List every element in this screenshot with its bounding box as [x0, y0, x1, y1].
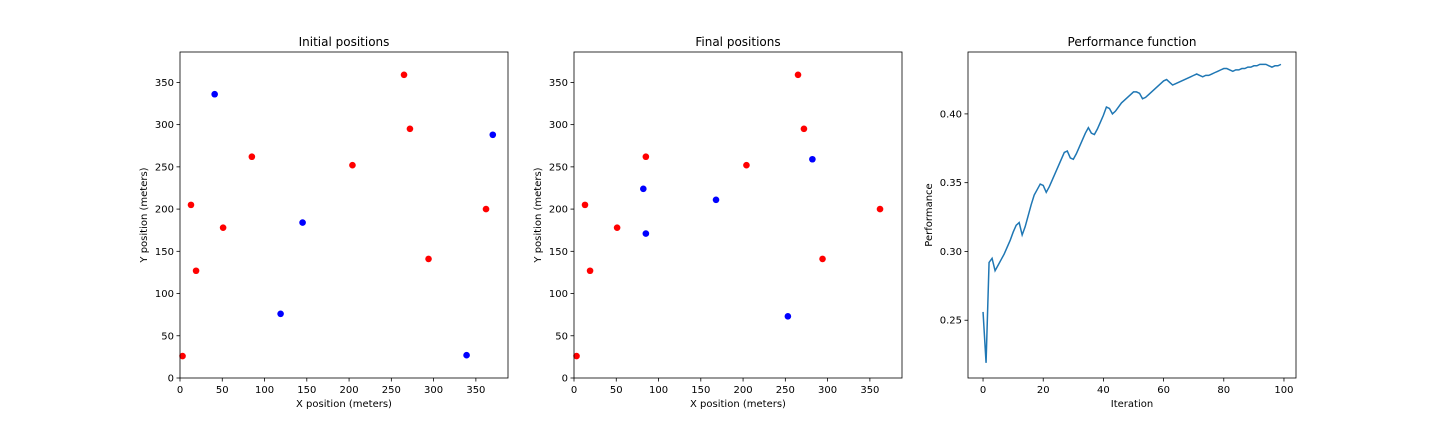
- x-tick-label: 350: [860, 385, 879, 396]
- axes-frame: [967, 51, 1297, 379]
- y-axis-label: Performance: [924, 183, 935, 246]
- x-tick-label: 150: [297, 385, 316, 396]
- point-1-6: [743, 161, 750, 169]
- chart-title: Final positions: [695, 35, 780, 49]
- x-tick-label: 60: [1157, 385, 1170, 396]
- x-tick-label: 150: [691, 385, 710, 396]
- point-1-7: [400, 71, 408, 79]
- point-2-4: [463, 351, 470, 359]
- series-line-1: [982, 63, 1282, 363]
- x-tick-label: 250: [776, 385, 795, 396]
- y-tick-label: 0.40: [940, 109, 962, 120]
- point-1-6: [349, 161, 356, 169]
- x-tick-label: 300: [818, 385, 837, 396]
- point-1-5: [248, 153, 256, 161]
- y-tick-label: 350: [155, 78, 174, 89]
- y-tick-label: 50: [161, 331, 174, 342]
- y-axis-label: Y position (meters): [533, 167, 544, 263]
- chart-2: 0 50 100 150 200 250 300 350 0 50 100 150 200 250 300 3…: [533, 35, 903, 410]
- x-tick-label: 100: [255, 385, 274, 396]
- point-1-2: [187, 201, 195, 209]
- point-2-2: [642, 230, 650, 237]
- y-tick-label: 0.25: [940, 316, 962, 327]
- axes-frame: [179, 51, 509, 379]
- y-tick-label: 50: [555, 331, 568, 342]
- point-1-7: [794, 71, 802, 79]
- point-2-5: [489, 131, 497, 139]
- y-tick-label: 300: [155, 120, 174, 131]
- point-2-2: [299, 219, 306, 226]
- x-tick-label: 100: [1274, 385, 1293, 396]
- y-tick-label: 200: [155, 205, 174, 216]
- x-tick-label: 200: [340, 385, 359, 396]
- y-tick-label: 100: [155, 289, 174, 300]
- x-tick-label: 0: [980, 385, 986, 396]
- point-2-3: [277, 310, 284, 318]
- axes-frame: [573, 51, 903, 379]
- y-axis-label: Y position (meters): [139, 167, 150, 263]
- point-1-2: [581, 201, 589, 209]
- y-tick-label: 0.35: [940, 178, 962, 189]
- point-2-4: [784, 313, 792, 320]
- point-1-4: [613, 224, 621, 231]
- x-axis-label: X position (meters): [690, 399, 786, 410]
- chart-title: Initial positions: [299, 35, 390, 49]
- point-1-8: [406, 125, 414, 133]
- chart-1: 0 50 100 150 200 250 300 350 0 50 100 150 200 250 300 3…: [139, 35, 509, 410]
- x-tick-label: 50: [610, 385, 623, 396]
- point-2-1: [640, 185, 647, 193]
- point-1-9: [425, 255, 432, 263]
- y-tick-label: 350: [549, 78, 568, 89]
- point-2-1: [211, 90, 218, 98]
- point-2-5: [809, 155, 816, 163]
- x-tick-label: 0: [177, 385, 183, 396]
- point-1-5: [642, 153, 650, 161]
- y-tick-label: 0: [562, 374, 568, 385]
- x-axis-label: Iteration: [1111, 399, 1153, 410]
- x-tick-label: 0: [571, 385, 577, 396]
- x-tick-label: 50: [216, 385, 229, 396]
- point-1-4: [219, 224, 227, 231]
- point-1-8: [800, 125, 808, 133]
- chart-3: 0 20 40 60 80 100 0.25 0.30 0.35 0.40 Performance …: [924, 35, 1297, 410]
- x-tick-label: 250: [382, 385, 401, 396]
- y-tick-label: 0: [168, 374, 174, 385]
- x-tick-label: 300: [424, 385, 443, 396]
- chart-title: Performance function: [1068, 35, 1197, 49]
- x-tick-label: 80: [1217, 385, 1230, 396]
- point-1-1: [573, 352, 580, 360]
- y-tick-label: 300: [549, 120, 568, 131]
- y-tick-label: 0.30: [940, 247, 962, 258]
- y-tick-label: 200: [549, 205, 568, 216]
- point-1-9: [819, 255, 826, 263]
- x-axis-label: X position (meters): [296, 399, 392, 410]
- x-tick-label: 20: [1037, 385, 1050, 396]
- x-tick-label: 40: [1097, 385, 1110, 396]
- y-tick-label: 150: [549, 247, 568, 258]
- y-tick-label: 150: [155, 247, 174, 258]
- point-1-3: [586, 267, 594, 275]
- point-1-10: [876, 205, 884, 213]
- point-1-1: [179, 352, 186, 360]
- x-tick-label: 100: [649, 385, 668, 396]
- point-1-3: [192, 267, 200, 275]
- x-tick-label: 200: [734, 385, 753, 396]
- y-tick-label: 250: [155, 162, 174, 173]
- point-1-10: [482, 205, 490, 213]
- x-tick-label: 350: [466, 385, 485, 396]
- y-tick-label: 250: [549, 162, 568, 173]
- y-tick-label: 100: [549, 289, 568, 300]
- point-2-3: [712, 196, 720, 204]
